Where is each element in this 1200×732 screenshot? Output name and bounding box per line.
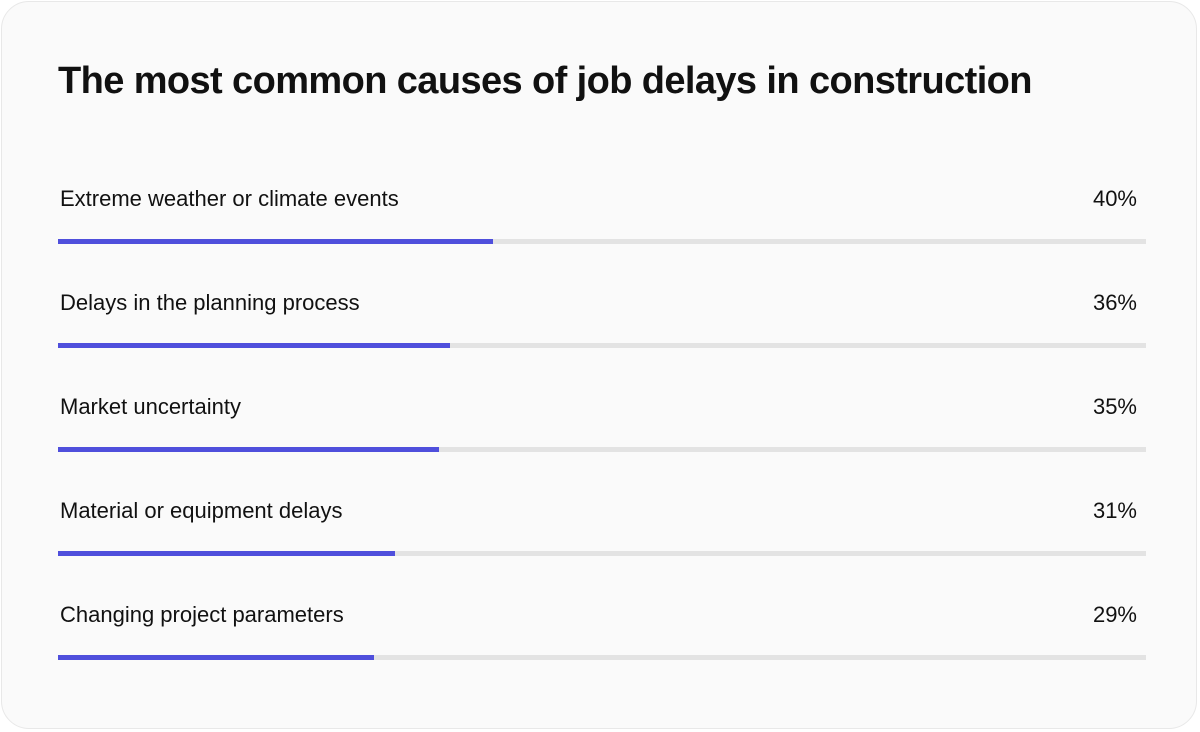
chart-title: The most common causes of job delays in … bbox=[58, 60, 1032, 102]
bar-value-label: 36% bbox=[1092, 290, 1137, 315]
bar-track bbox=[58, 655, 1146, 660]
bar-fill bbox=[58, 239, 493, 244]
bar-label: Extreme weather or climate events bbox=[60, 186, 399, 211]
bar-track bbox=[58, 343, 1146, 348]
bar-track bbox=[58, 551, 1146, 556]
bar-row: Delays in the planning process 36% bbox=[58, 286, 1146, 390]
bar-list: Extreme weather or climate events 40% Dela… bbox=[58, 182, 1146, 702]
bar-fill bbox=[58, 343, 450, 348]
bar-label: Changing project parameters bbox=[60, 602, 344, 627]
bar-track bbox=[58, 447, 1146, 452]
bar-value-label: 29% bbox=[1092, 602, 1137, 627]
bar-label: Delays in the planning process bbox=[60, 290, 360, 315]
bar-fill bbox=[58, 447, 439, 452]
bar-value-label: 35% bbox=[1092, 394, 1137, 419]
bar-fill bbox=[58, 655, 374, 660]
bar-value-label: 31% bbox=[1092, 498, 1137, 523]
bar-track bbox=[58, 239, 1146, 244]
bar-row: Market uncertainty 35% bbox=[58, 390, 1146, 494]
bar-row: Material or equipment delays 31% bbox=[58, 494, 1146, 598]
bar-row: Extreme weather or climate events 40% bbox=[58, 182, 1146, 286]
bar-label: Market uncertainty bbox=[60, 394, 241, 419]
bar-fill bbox=[58, 551, 395, 556]
bar-value-label: 40% bbox=[1092, 186, 1137, 211]
bar-row: Changing project parameters 29% bbox=[58, 598, 1146, 702]
bar-label: Material or equipment delays bbox=[60, 498, 343, 523]
